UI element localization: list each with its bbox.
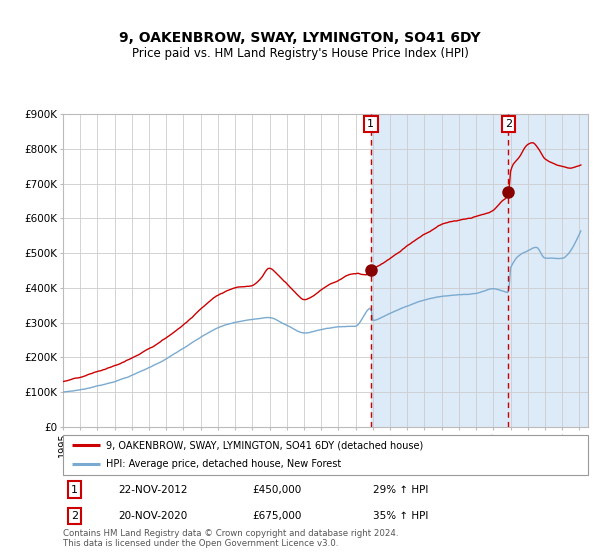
Text: £675,000: £675,000 [252, 511, 301, 521]
Text: 2: 2 [505, 119, 512, 129]
Text: HPI: Average price, detached house, New Forest: HPI: Average price, detached house, New … [106, 459, 341, 469]
Text: 1: 1 [71, 484, 78, 494]
Text: 2: 2 [71, 511, 78, 521]
FancyBboxPatch shape [63, 435, 588, 475]
Bar [371, 114, 588, 427]
Text: 29% ↑ HPI: 29% ↑ HPI [373, 484, 428, 494]
Text: 20-NOV-2020: 20-NOV-2020 [118, 511, 187, 521]
Text: 35% ↑ HPI: 35% ↑ HPI [373, 511, 428, 521]
Text: Price paid vs. HM Land Registry's House Price Index (HPI): Price paid vs. HM Land Registry's House … [131, 47, 469, 60]
Text: Contains HM Land Registry data © Crown copyright and database right 2024.
This d: Contains HM Land Registry data © Crown c… [63, 529, 398, 548]
Text: £450,000: £450,000 [252, 484, 301, 494]
Text: 22-NOV-2012: 22-NOV-2012 [118, 484, 188, 494]
Text: 9, OAKENBROW, SWAY, LYMINGTON, SO41 6DY: 9, OAKENBROW, SWAY, LYMINGTON, SO41 6DY [119, 31, 481, 45]
Text: 9, OAKENBROW, SWAY, LYMINGTON, SO41 6DY (detached house): 9, OAKENBROW, SWAY, LYMINGTON, SO41 6DY … [106, 440, 424, 450]
Text: 1: 1 [367, 119, 374, 129]
